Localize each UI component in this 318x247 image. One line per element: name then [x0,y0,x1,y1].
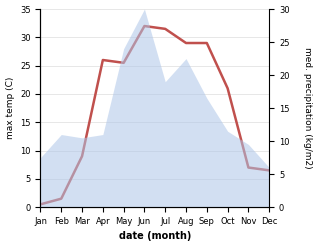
X-axis label: date (month): date (month) [119,231,191,242]
Y-axis label: max temp (C): max temp (C) [5,77,15,139]
Y-axis label: med. precipitation (kg/m2): med. precipitation (kg/m2) [303,47,313,169]
